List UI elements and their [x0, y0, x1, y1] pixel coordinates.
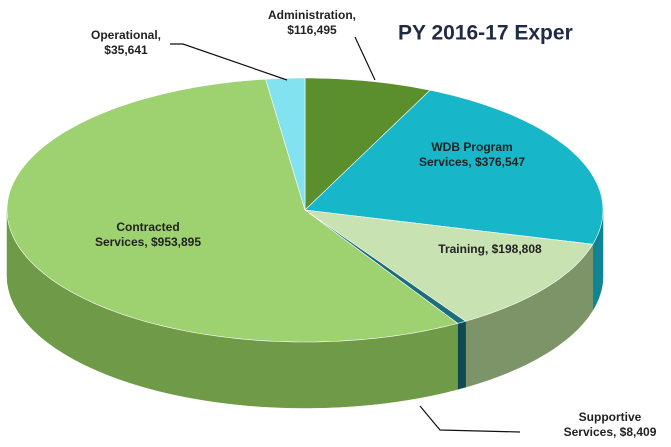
leader-line: [354, 36, 376, 81]
slice: [304, 89, 604, 245]
data-label: Operational,: [91, 28, 161, 42]
leader-line: [170, 43, 288, 81]
data-label: Supportive: [579, 410, 642, 424]
data-label: Training, $198,808: [438, 242, 542, 256]
pie: [6, 77, 604, 409]
slice: [304, 209, 594, 322]
slice-side: [457, 320, 466, 390]
data-label: WDB Program: [431, 140, 512, 154]
data-label: Services, $8,409: [564, 425, 657, 439]
data-label: Contracted: [116, 220, 179, 234]
slice: [304, 77, 431, 211]
leader-line: [419, 405, 521, 433]
data-label: $116,495: [287, 23, 337, 37]
data-label: Services, $953,895: [95, 235, 201, 249]
data-label: $35,641: [104, 43, 148, 57]
data-label: Services, $376,547: [419, 155, 525, 169]
slice: [265, 77, 306, 211]
chart-title: PY 2016-17 Exper: [398, 22, 573, 45]
slice: [6, 78, 459, 343]
data-label: Administration,: [268, 8, 356, 22]
